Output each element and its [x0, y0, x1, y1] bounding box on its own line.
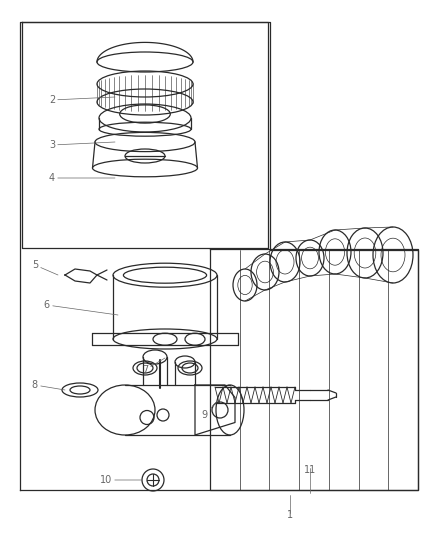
Text: 11: 11 — [304, 465, 316, 475]
Text: 1: 1 — [287, 510, 293, 520]
Text: 10: 10 — [100, 475, 142, 485]
Text: 4: 4 — [49, 173, 115, 183]
Text: 5: 5 — [32, 260, 58, 275]
Text: 8: 8 — [32, 380, 65, 390]
Text: 2: 2 — [49, 95, 115, 105]
Text: 9: 9 — [202, 400, 218, 420]
Text: 3: 3 — [49, 140, 115, 150]
Text: 7: 7 — [142, 358, 165, 375]
Text: 6: 6 — [44, 300, 118, 315]
